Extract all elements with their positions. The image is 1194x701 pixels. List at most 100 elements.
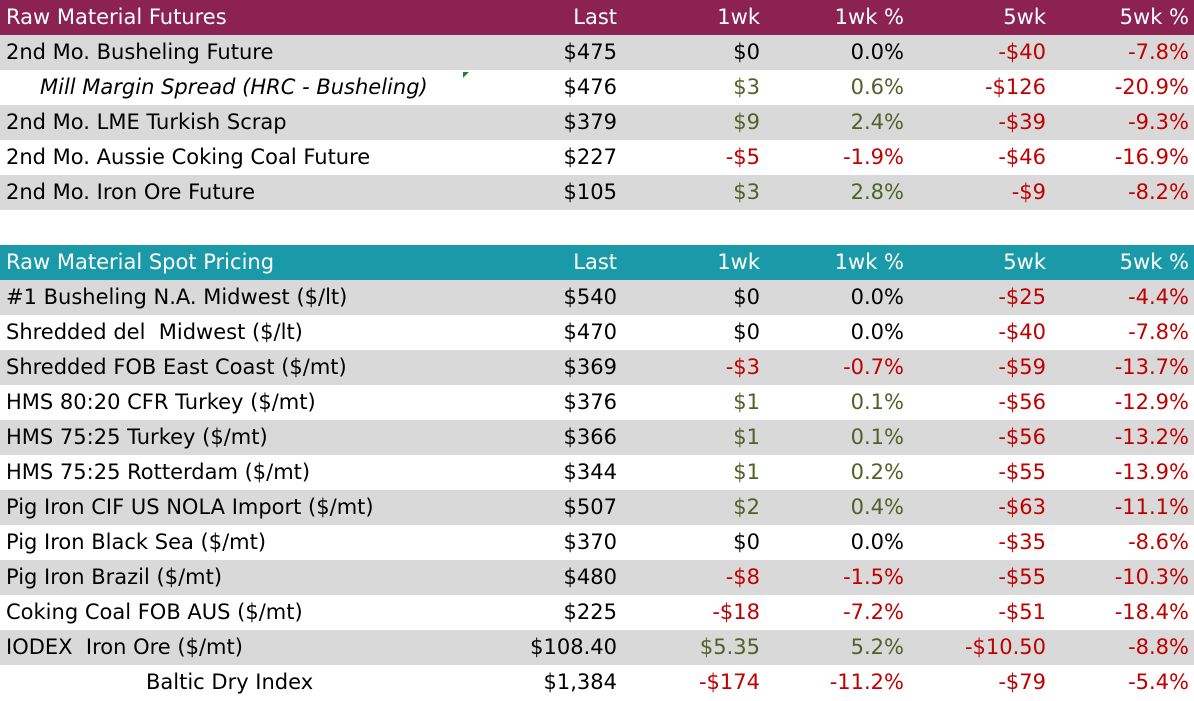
spot-header-row: Raw Material Spot Pricing Last 1wk 1wk %…	[0, 245, 1194, 280]
row-last: $376	[563, 390, 617, 414]
futures-title: Raw Material Futures	[6, 5, 227, 29]
futures-table: Raw Material Futures Last 1wk 1wk % 5wk …	[0, 0, 1194, 210]
row-5wk: -$79	[998, 670, 1046, 694]
row-last: $480	[563, 565, 617, 589]
header-1wk-pct: 1wk %	[834, 5, 904, 29]
row-name: Coking Coal FOB AUS ($/mt)	[6, 600, 303, 624]
row-5wk-pct: -8.2%	[1128, 180, 1189, 204]
row-5wk-pct: -10.3%	[1114, 565, 1189, 589]
table-row: Pig Iron Black Sea ($/mt) $370 $0 0.0% -…	[0, 525, 1194, 560]
row-1wk: $5.35	[699, 635, 760, 659]
row-1wk-pct: 2.4%	[850, 110, 904, 134]
table-row: 2nd Mo. Busheling Future $475 $0 0.0% -$…	[0, 35, 1194, 70]
row-5wk-pct: -12.9%	[1114, 390, 1189, 414]
row-1wk-pct: 0.4%	[850, 495, 904, 519]
row-last: $476	[563, 75, 617, 99]
row-5wk-pct: -4.4%	[1128, 285, 1189, 309]
row-5wk-pct: -13.2%	[1114, 425, 1189, 449]
row-name: Shredded del Midwest ($/lt)	[6, 320, 303, 344]
table-row: Shredded del Midwest ($/lt) $470 $0 0.0%…	[0, 315, 1194, 350]
row-1wk: -$8	[725, 565, 760, 589]
row-5wk: -$35	[998, 530, 1046, 554]
header-5wk: 5wk	[1003, 250, 1046, 274]
table-row: 2nd Mo. LME Turkish Scrap $379 $9 2.4% -…	[0, 105, 1194, 140]
header-last: Last	[573, 5, 617, 29]
row-1wk-pct: 0.0%	[850, 285, 904, 309]
row-5wk-pct: -9.3%	[1128, 110, 1189, 134]
row-5wk: -$10.50	[964, 635, 1046, 659]
row-5wk: -$56	[998, 425, 1046, 449]
row-1wk: $2	[733, 495, 760, 519]
row-last: $105	[563, 180, 617, 204]
spot-title: Raw Material Spot Pricing	[6, 250, 275, 274]
row-1wk: $1	[733, 390, 760, 414]
table-row: HMS 80:20 CFR Turkey ($/mt) $376 $1 0.1%…	[0, 385, 1194, 420]
row-1wk: $9	[733, 110, 760, 134]
row-5wk: -$59	[998, 355, 1046, 379]
row-1wk: $1	[733, 460, 760, 484]
row-5wk: -$25	[998, 285, 1046, 309]
row-1wk-pct: -0.7%	[843, 355, 904, 379]
row-5wk: -$46	[998, 145, 1046, 169]
row-last: $475	[563, 40, 617, 64]
row-last: $370	[563, 530, 617, 554]
row-1wk-pct: 0.6%	[850, 75, 904, 99]
comment-marker-icon	[463, 72, 469, 78]
header-5wk-pct: 5wk %	[1119, 250, 1189, 274]
row-name: 2nd Mo. Aussie Coking Coal Future	[6, 145, 371, 169]
header-1wk: 1wk	[717, 250, 760, 274]
row-5wk-pct: -7.8%	[1128, 320, 1189, 344]
row-last: $344	[563, 460, 617, 484]
row-5wk: -$39	[998, 110, 1046, 134]
row-5wk: -$56	[998, 390, 1046, 414]
row-last: $108.40	[530, 635, 617, 659]
row-1wk: $0	[733, 530, 760, 554]
table-row: HMS 75:25 Rotterdam ($/mt) $344 $1 0.2% …	[0, 455, 1194, 490]
header-last: Last	[573, 250, 617, 274]
row-1wk-pct: 0.0%	[850, 320, 904, 344]
row-1wk: $0	[733, 320, 760, 344]
futures-header-row: Raw Material Futures Last 1wk 1wk % 5wk …	[0, 0, 1194, 35]
table-row: Baltic Dry Index $1,384 -$174 -11.2% -$7…	[0, 665, 1194, 700]
row-5wk-pct: -8.8%	[1128, 635, 1189, 659]
row-1wk-pct: 0.1%	[850, 425, 904, 449]
row-5wk-pct: -20.9%	[1114, 75, 1189, 99]
row-1wk-pct: 0.0%	[850, 40, 904, 64]
table-row: IODEX Iron Ore ($/mt) $108.40 $5.35 5.2%…	[0, 630, 1194, 665]
row-1wk: $3	[733, 75, 760, 99]
row-last: $369	[563, 355, 617, 379]
row-5wk: -$40	[998, 320, 1046, 344]
row-name: Pig Iron Brazil ($/mt)	[6, 565, 223, 589]
row-5wk: -$126	[984, 75, 1046, 99]
row-5wk: -$40	[998, 40, 1046, 64]
table-row: #1 Busheling N.A. Midwest ($/lt) $540 $0…	[0, 280, 1194, 315]
header-5wk: 5wk	[1003, 5, 1046, 29]
row-name: #1 Busheling N.A. Midwest ($/lt)	[6, 285, 348, 309]
row-5wk-pct: -18.4%	[1114, 600, 1189, 624]
row-1wk: -$3	[725, 355, 760, 379]
row-name: Baltic Dry Index	[146, 670, 314, 694]
row-5wk: -$55	[998, 565, 1046, 589]
table-row: Mill Margin Spread (HRC - Busheling) $47…	[0, 70, 1194, 105]
spot-table: Raw Material Spot Pricing Last 1wk 1wk %…	[0, 245, 1194, 700]
row-5wk-pct: -7.8%	[1128, 40, 1189, 64]
row-5wk: -$9	[1011, 180, 1046, 204]
row-last: $507	[563, 495, 617, 519]
row-1wk-pct: 2.8%	[850, 180, 904, 204]
table-row: Coking Coal FOB AUS ($/mt) $225 -$18 -7.…	[0, 595, 1194, 630]
row-1wk: -$5	[725, 145, 760, 169]
table-row: Shredded FOB East Coast ($/mt) $369 -$3 …	[0, 350, 1194, 385]
row-last: $540	[563, 285, 617, 309]
row-1wk: $1	[733, 425, 760, 449]
row-1wk-pct: 5.2%	[850, 635, 904, 659]
row-5wk-pct: -16.9%	[1114, 145, 1189, 169]
header-5wk-pct: 5wk %	[1119, 5, 1189, 29]
row-last: $1,384	[543, 670, 617, 694]
table-row: Pig Iron CIF US NOLA Import ($/mt) $507 …	[0, 490, 1194, 525]
row-5wk: -$51	[998, 600, 1046, 624]
row-5wk-pct: -13.9%	[1114, 460, 1189, 484]
row-5wk-pct: -5.4%	[1128, 670, 1189, 694]
row-name: HMS 75:25 Rotterdam ($/mt)	[6, 460, 311, 484]
row-1wk-pct: -1.9%	[843, 145, 904, 169]
table-row: HMS 75:25 Turkey ($/mt) $366 $1 0.1% -$5…	[0, 420, 1194, 455]
